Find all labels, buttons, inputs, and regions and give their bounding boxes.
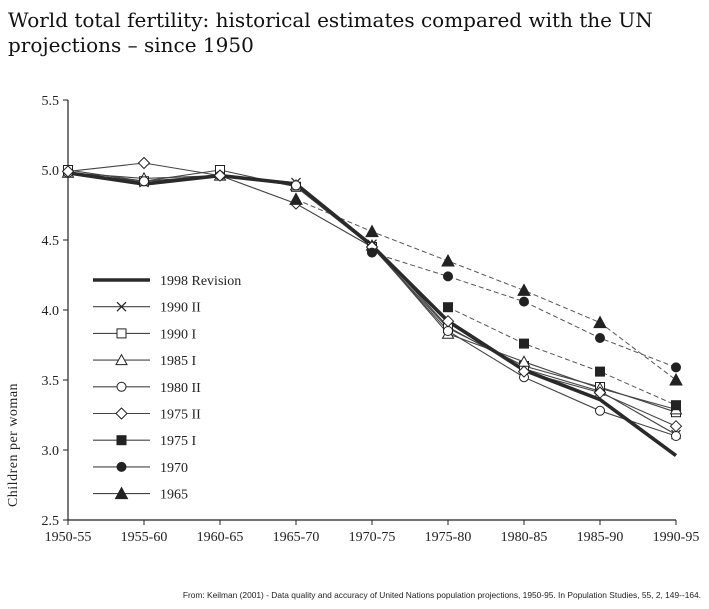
legend-label: 1975 II	[160, 408, 201, 423]
series-line-1965	[295, 198, 677, 381]
legend-item-1975-i: 1975 I	[93, 434, 197, 449]
legend-marker	[116, 461, 127, 472]
legend-item-1975-ii: 1975 II	[93, 407, 201, 423]
chart-legend: 1998 Revision 1990 II 1990 I 1985 I 1980 II 1…	[93, 274, 241, 503]
data-point-1975-ii	[593, 386, 607, 399]
data-point-1975-ii	[441, 314, 455, 328]
legend-label: 1990 II	[160, 301, 201, 316]
chart-axes: 2.5 3.0 3.5 4.0 4.5 5.0 5.5 1950-55 1955-60 1960-…	[6, 94, 699, 545]
x-tick-label: 1990-95	[653, 530, 700, 545]
data-point-1980-ii	[595, 405, 605, 416]
data-point-1965	[669, 372, 683, 386]
legend-marker	[114, 486, 129, 500]
legend-label: 1980 II	[160, 381, 201, 396]
legend-item-1970: 1970	[93, 461, 188, 476]
legend-item-1990-ii: 1990 II	[93, 301, 201, 316]
data-point-1975-ii	[669, 419, 683, 433]
data-point-1965	[289, 192, 303, 205]
x-tick-label: 1960-65	[197, 530, 244, 545]
x-tick-label: 1970-75	[349, 530, 396, 545]
y-axis-label: Children per woman	[6, 383, 21, 507]
legend-marker	[115, 407, 128, 420]
data-point-1965	[517, 283, 531, 296]
y-tick-label: 4.0	[42, 304, 60, 319]
data-point-1975-i	[519, 338, 529, 349]
page-title: World total fertility: historical estima…	[8, 8, 653, 57]
data-point-1975-i	[595, 366, 605, 377]
legend-item-1990-i: 1990 I	[93, 327, 197, 342]
data-point-1975-ii	[137, 156, 151, 170]
data-point-1965	[365, 224, 379, 238]
x-tick-label: 1980-85	[501, 530, 548, 545]
data-point-1970	[367, 247, 377, 258]
legend-marker	[115, 353, 128, 366]
data-point-1965	[441, 253, 455, 267]
data-point-1980-ii	[671, 431, 681, 441]
legend-marker	[116, 328, 127, 339]
legend-item-1965: 1965	[93, 486, 188, 503]
legend-label: 1990 I	[160, 327, 197, 342]
x-tick-label: 1955-60	[121, 530, 168, 545]
legend-label: 1975 I	[160, 434, 197, 449]
x-tick-label: 1975-80	[425, 530, 472, 545]
data-point-1970	[595, 333, 605, 343]
legend-marker	[116, 381, 127, 392]
legend-label: 1970	[160, 461, 188, 476]
data-point-1980-ii	[291, 180, 301, 191]
legend-label: 1965	[160, 488, 188, 503]
data-point-1975-ii	[61, 165, 75, 178]
legend-label: 1985 I	[160, 354, 197, 369]
data-point-1970	[443, 271, 453, 282]
x-tick-label: 1950-55	[45, 530, 92, 545]
y-tick-label: 5.0	[42, 164, 60, 179]
series-markers	[61, 156, 683, 441]
x-tick-label: 1965-70	[273, 530, 320, 545]
y-tick-label: 5.5	[42, 94, 60, 109]
series-line-1970	[371, 252, 677, 368]
legend-marker	[116, 435, 127, 446]
data-point-1975-i	[443, 302, 453, 313]
data-point-1980-ii	[443, 326, 453, 336]
series-line-1975-i	[447, 306, 677, 406]
series-line-1990-i	[67, 169, 677, 413]
data-point-1970	[519, 296, 529, 307]
legend-marker	[116, 301, 127, 312]
series-line-1985-i	[67, 172, 677, 410]
data-point-1970	[671, 362, 681, 373]
legend-item-1980-ii: 1980 II	[93, 381, 201, 396]
data-point-1980-ii	[139, 176, 149, 187]
y-tick-label: 4.5	[42, 234, 60, 249]
legend-item-1998-revision: 1998 Revision	[93, 274, 241, 289]
y-tick-label: 2.5	[42, 514, 60, 529]
source-note: From: Keilman (2001) - Data quality and …	[182, 590, 701, 600]
data-point-1965	[593, 315, 607, 329]
y-tick-label: 3.5	[42, 374, 60, 389]
x-tick-label: 1985-90	[577, 530, 624, 545]
legend-item-1985-i: 1985 I	[93, 353, 197, 369]
legend-label: 1998 Revision	[160, 274, 241, 289]
data-point-1975-ii	[213, 169, 227, 182]
data-point-1975-i	[671, 400, 681, 411]
data-point-1975-ii	[517, 365, 531, 378]
y-tick-label: 3.0	[42, 444, 60, 459]
